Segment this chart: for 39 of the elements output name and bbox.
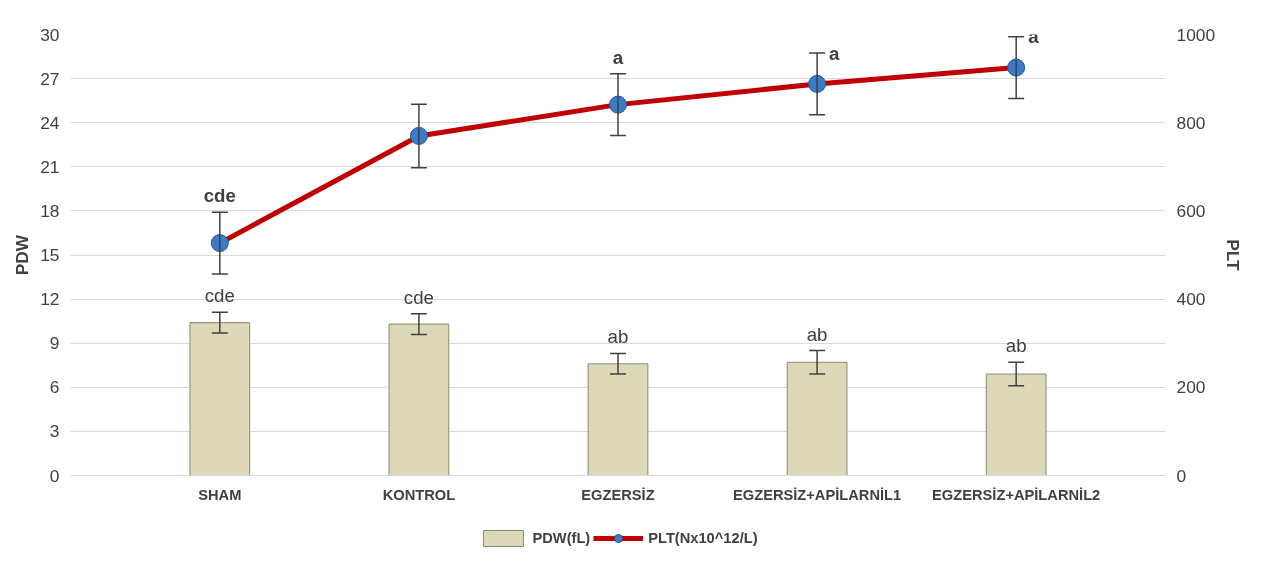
y-tick-label: 9 xyxy=(49,333,60,354)
y2-tick-label: 800 xyxy=(1176,112,1206,133)
y2-tick-label: 0 xyxy=(1176,465,1187,486)
y-tick-label: 15 xyxy=(40,245,60,265)
bar xyxy=(388,323,450,476)
y-tick-label: 18 xyxy=(40,200,60,221)
bar xyxy=(786,361,848,476)
y-tick-label: 27 xyxy=(40,68,60,89)
y2-tick-label: 600 xyxy=(1176,200,1206,221)
x-tick-label: EGZERSİZ xyxy=(581,486,655,503)
data-label: cde xyxy=(403,286,434,308)
data-label: a xyxy=(829,42,841,64)
y-tick-label: 21 xyxy=(40,156,60,177)
y-tick-label: 6 xyxy=(49,377,60,398)
x-tick-label: SHAM xyxy=(198,486,242,503)
bar xyxy=(985,373,1047,476)
y-tick-label: 0 xyxy=(49,465,60,486)
y2-tick-label: 200 xyxy=(1176,377,1206,398)
x-tick-label: EGZERSİZ+APİLARNİL1 xyxy=(733,486,902,503)
data-label: ab xyxy=(607,326,629,348)
y-axis-title: PDW xyxy=(12,234,33,276)
x-tick-label: EGZERSİZ+APİLARNİL2 xyxy=(932,486,1101,503)
bar xyxy=(587,363,649,476)
y2-axis-title: PLT xyxy=(1223,239,1244,272)
data-label: cde xyxy=(203,185,236,207)
y-tick-label: 24 xyxy=(40,112,60,133)
data-label: ab xyxy=(1005,335,1027,357)
data-label: a xyxy=(612,46,624,68)
y-tick-label: 30 xyxy=(40,24,60,45)
y-tick-label: 3 xyxy=(49,421,60,442)
y2-tick-label: 400 xyxy=(1176,289,1206,310)
legend-label: PDW(fL) xyxy=(532,529,591,546)
y2-tick-label: 1000 xyxy=(1176,24,1216,45)
x-tick-label: KONTROL xyxy=(382,486,456,503)
bar xyxy=(189,322,251,476)
y-tick-label: 12 xyxy=(40,289,60,310)
data-label: ab xyxy=(806,323,828,345)
legend-label: PLT(Nx10^12/L) xyxy=(648,529,758,546)
data-label: cde xyxy=(204,285,235,307)
